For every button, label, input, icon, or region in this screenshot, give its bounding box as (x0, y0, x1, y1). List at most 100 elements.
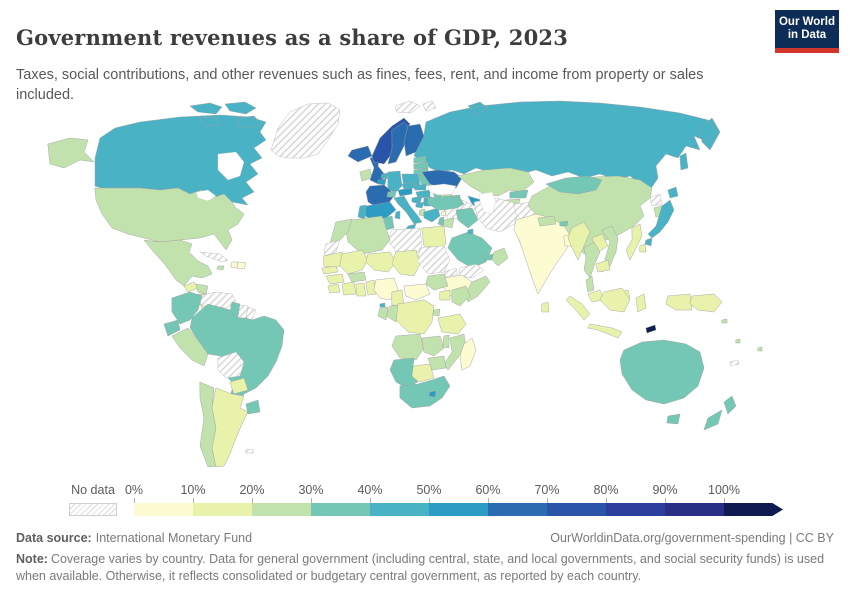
country-japan[interactable] (644, 186, 679, 247)
country-austria[interactable] (397, 187, 413, 197)
legend-band-30-40[interactable] (311, 503, 370, 516)
country-guinea[interactable] (325, 273, 345, 285)
country-burkina-faso[interactable] (347, 271, 367, 283)
country-greece[interactable] (423, 207, 441, 223)
country-alaska[interactable] (47, 137, 95, 169)
country-tanzania[interactable] (437, 313, 467, 335)
country-estonia[interactable] (413, 155, 427, 164)
country-greenland[interactable] (270, 102, 341, 159)
country-yemen[interactable] (459, 263, 485, 279)
country-equatorial-guinea[interactable] (379, 302, 386, 308)
country-western-sahara[interactable] (323, 239, 341, 257)
country-chad[interactable] (391, 249, 421, 277)
country-kyrgyzstan[interactable] (509, 189, 529, 199)
country-mali[interactable] (339, 249, 369, 275)
country-portugal[interactable] (357, 204, 367, 220)
legend-band-90-100[interactable] (665, 503, 724, 516)
country-new-caledonia[interactable] (729, 359, 740, 367)
country-jamaica[interactable] (216, 265, 225, 271)
country-iceland[interactable] (347, 145, 373, 163)
country-honduras[interactable] (195, 283, 209, 295)
country-kenya[interactable] (451, 285, 471, 307)
country-cuba[interactable] (199, 251, 229, 263)
country-australia[interactable] (619, 339, 705, 425)
country-paraguay[interactable] (229, 377, 249, 395)
country-thailand[interactable] (583, 241, 601, 293)
country-turkey[interactable] (427, 195, 465, 211)
country-fiji[interactable] (757, 346, 763, 352)
country-hungary[interactable] (415, 189, 431, 199)
country-cambodia[interactable] (595, 259, 611, 273)
legend-band-60-70[interactable] (488, 503, 547, 516)
country-sri-lanka[interactable] (541, 301, 550, 313)
country-gabon[interactable] (377, 306, 389, 321)
country-philippines[interactable] (625, 223, 643, 261)
country-new-zealand[interactable] (703, 395, 737, 431)
country-bosnia[interactable] (415, 201, 425, 209)
country-egypt[interactable] (421, 225, 447, 249)
owid-logo[interactable]: Our World in Data (775, 10, 839, 53)
country-mozambique[interactable] (443, 333, 467, 371)
country-indonesia[interactable] (565, 287, 693, 339)
legend-band-10-20[interactable] (193, 503, 252, 516)
country-timor-leste[interactable] (645, 324, 657, 334)
legend-band-70-80[interactable] (547, 503, 606, 516)
country-bhutan[interactable] (559, 220, 569, 227)
country-taiwan[interactable] (639, 243, 647, 253)
country-lesotho[interactable] (428, 390, 437, 398)
legend-band-20-30[interactable] (252, 503, 311, 516)
country-kuwait[interactable] (467, 228, 474, 235)
country-ghana[interactable] (355, 282, 367, 297)
country-malawi[interactable] (442, 334, 450, 349)
legend-band-0-10[interactable] (134, 503, 193, 516)
country-italy[interactable] (393, 195, 423, 231)
country-netherlands[interactable] (380, 172, 389, 180)
country-vanuatu[interactable] (735, 338, 741, 344)
country-argentina[interactable] (211, 387, 249, 468)
country-angola[interactable] (391, 333, 425, 361)
country-israel[interactable] (437, 216, 445, 227)
country-north-korea[interactable] (649, 193, 663, 207)
country-peru[interactable] (171, 327, 209, 367)
country-bolivia[interactable] (217, 351, 245, 379)
country-french-guiana[interactable] (245, 306, 257, 321)
country-solomon-islands[interactable] (721, 318, 728, 324)
country-belgium[interactable] (377, 178, 387, 186)
country-usa[interactable] (94, 187, 245, 251)
country-iraq[interactable] (455, 207, 479, 229)
country-sudan[interactable] (417, 245, 451, 275)
country-madagascar[interactable] (459, 337, 477, 371)
legend-band-40-50[interactable] (370, 503, 429, 516)
legend-band-50-60[interactable] (429, 503, 488, 516)
country-ecuador[interactable] (163, 319, 181, 337)
country-venezuela[interactable] (197, 291, 237, 309)
country-drc[interactable] (395, 299, 435, 335)
country-sierra-leone[interactable] (327, 283, 341, 294)
legend-band-100+[interactable] (724, 503, 783, 516)
country-colombia[interactable] (171, 291, 203, 325)
country-ivory-coast[interactable] (341, 281, 357, 296)
country-rwanda[interactable] (432, 308, 441, 317)
country-zambia[interactable] (421, 335, 445, 357)
country-uganda[interactable] (439, 289, 451, 301)
country-finland[interactable] (403, 123, 425, 157)
country-algeria[interactable] (345, 215, 391, 255)
country-svalbard[interactable] (394, 100, 437, 114)
country-mexico[interactable] (143, 239, 213, 287)
country-canada[interactable] (94, 101, 267, 206)
country-papua-new-guinea[interactable] (689, 293, 723, 313)
country-lebanon[interactable] (440, 210, 447, 217)
owid-link[interactable]: OurWorldinData.org/government-spending |… (550, 531, 834, 545)
country-ukraine[interactable] (421, 169, 463, 189)
country-germany[interactable] (387, 170, 403, 193)
country-jordan[interactable] (443, 217, 455, 229)
country-south-africa[interactable] (399, 375, 451, 409)
country-slovakia[interactable] (413, 183, 427, 191)
country-falkland-islands[interactable] (245, 448, 254, 454)
country-myanmar[interactable] (567, 221, 591, 261)
country-central-african-republic[interactable] (403, 283, 431, 301)
country-morocco[interactable] (329, 218, 353, 245)
country-eritrea[interactable] (443, 267, 459, 278)
country-mongolia[interactable] (545, 175, 603, 195)
country-switzerland[interactable] (386, 190, 397, 198)
